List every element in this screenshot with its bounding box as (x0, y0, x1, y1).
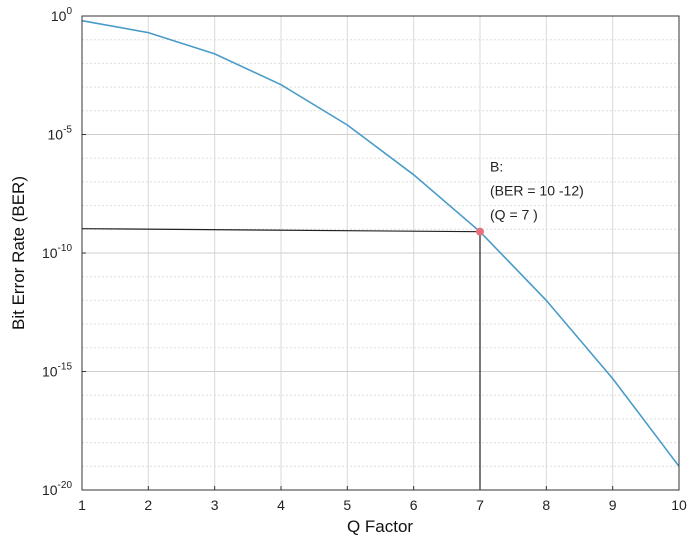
horizontal-reference-line (81, 228, 481, 233)
x-tick-label: 1 (78, 497, 86, 513)
annotation-label-line: B: (490, 159, 503, 175)
series-layer (81, 19, 680, 467)
x-tick-label: 9 (609, 497, 617, 513)
x-tick-label: 3 (211, 497, 219, 513)
annotation-point-b: B: (BER = 10 -12) (Q = 7 ) (476, 159, 584, 236)
x-tick-label: 7 (476, 497, 484, 513)
y-tick-label: 10-20 (42, 480, 72, 498)
y-tick-label: 10-15 (42, 362, 72, 380)
annotation-label-line: (BER = 10 -12) (490, 183, 584, 199)
x-tick-label: 5 (343, 497, 351, 513)
annotation-marker (476, 227, 484, 236)
y-tick-label: 100 (51, 6, 73, 24)
grid (82, 16, 679, 490)
y-tick-label: 10-5 (48, 125, 73, 143)
x-tick-label: 8 (542, 497, 550, 513)
x-tick-labels: 1 2 3 4 5 6 7 8 9 10 (78, 486, 687, 513)
x-tick-label: 10 (671, 497, 687, 513)
x-tick-label: 6 (410, 497, 418, 513)
y-axis-title: Bit Error Rate (BER) (9, 176, 28, 330)
annotation-label-line: (Q = 7 ) (490, 207, 538, 223)
x-axis-title: Q Factor (347, 517, 413, 536)
reference-lines (81, 228, 481, 490)
x-tick-label: 4 (277, 497, 285, 513)
y-tick-label: 10-10 (42, 243, 72, 261)
x-tick-label: 2 (144, 497, 152, 513)
y-tick-labels: 100 10-5 10-10 10-15 10-20 (42, 6, 86, 498)
ber-curve-line (81, 19, 680, 467)
